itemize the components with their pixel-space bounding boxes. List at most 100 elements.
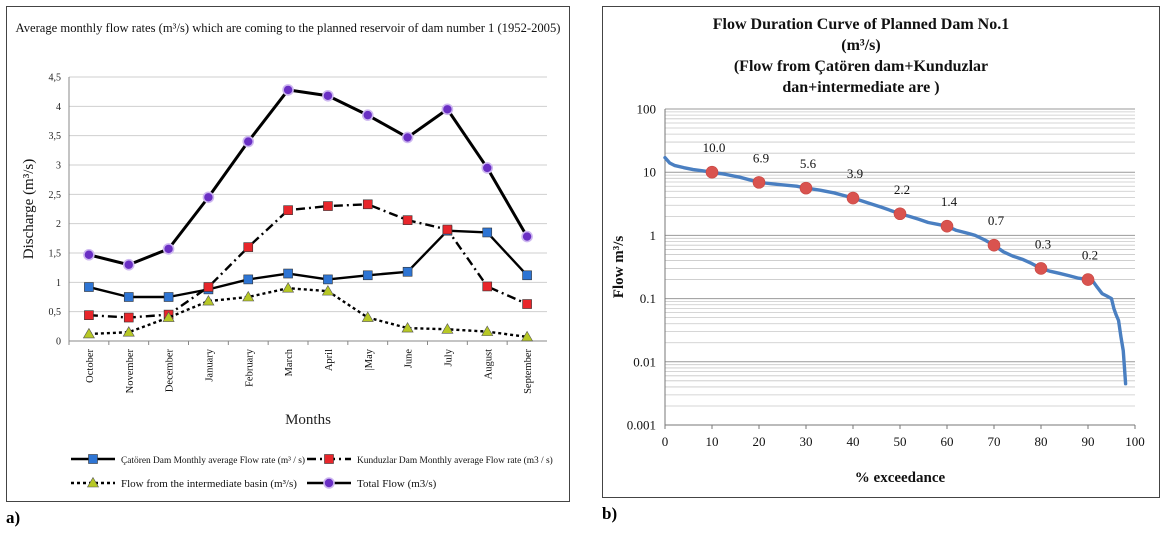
chart-b-xtick-label: 30 bbox=[800, 434, 813, 449]
chart-a-category-label: October bbox=[85, 349, 96, 383]
chart-b-ytick-label: 100 bbox=[637, 102, 657, 117]
chart-a-legend: Çatören Dam Monthly average Flow rate (m… bbox=[71, 454, 553, 490]
chart-b-data-point bbox=[752, 176, 766, 189]
chart-b-data-point bbox=[1081, 273, 1095, 286]
chart-b-title-line: Flow Duration Curve of Planned Dam No.1 bbox=[713, 16, 1009, 33]
chart-a-data-point bbox=[163, 292, 174, 302]
chart-b-data-label: 0.7 bbox=[988, 213, 1005, 228]
chart-a-ytick-label: 4,5 bbox=[49, 73, 62, 84]
chart-b-xlabel: % exceedance bbox=[855, 470, 946, 486]
chart-a-ylabel: Discharge (m³/s) bbox=[21, 159, 37, 259]
chart-a-category-label: July bbox=[443, 348, 454, 366]
chart-a-ytick-label: 0 bbox=[56, 337, 61, 348]
chart-a-data-point bbox=[481, 162, 494, 174]
chart-a-legend-label: Çatören Dam Monthly average Flow rate (m… bbox=[121, 455, 305, 466]
chart-a-ytick-label: 3 bbox=[56, 161, 61, 172]
chart-a-data-point bbox=[522, 299, 532, 309]
chart-b-data-point bbox=[940, 219, 954, 233]
chart-a-data-point bbox=[123, 312, 134, 323]
chart-a-category-label: June bbox=[404, 349, 415, 369]
chart-b-duration-curve bbox=[663, 155, 1128, 386]
chart-a-data-point bbox=[321, 285, 334, 296]
chart-a-legend-marker bbox=[86, 476, 100, 488]
chart-a-category-label: March bbox=[284, 348, 295, 376]
chart-a-data-point bbox=[242, 290, 255, 302]
chart-a-data-point bbox=[522, 270, 532, 281]
chart-a-category-label: November bbox=[125, 349, 136, 394]
chart-b-data-label: 6.9 bbox=[753, 150, 769, 165]
chart-b-data-point bbox=[893, 207, 907, 221]
chart-a-legend-label: Flow from the intermediate basin (m³/s) bbox=[121, 478, 297, 490]
chart-a-category-label: December bbox=[165, 348, 176, 392]
chart-a-ytick-label: 1 bbox=[56, 278, 61, 289]
chart-a-data-point bbox=[283, 205, 293, 215]
chart-b-ytick-label: 0.001 bbox=[627, 418, 656, 433]
chart-a-data-point bbox=[361, 311, 374, 322]
chart-a-data-point bbox=[482, 227, 493, 238]
chart-b-xtick-label: 60 bbox=[941, 434, 954, 449]
chart-a-series bbox=[82, 282, 534, 342]
chart-b-ytick-label: 10 bbox=[643, 165, 656, 180]
chart-a-legend-marker bbox=[324, 454, 334, 464]
chart-a-legend-marker bbox=[323, 477, 335, 489]
chart-a-panel: Average monthly flow rates (m³/s) which … bbox=[6, 6, 570, 502]
chart-a-data-point bbox=[122, 258, 135, 271]
chart-b-data-label: 0.2 bbox=[1082, 248, 1098, 263]
chart-a-data-point bbox=[282, 84, 294, 96]
chart-b-data-point bbox=[705, 165, 719, 179]
chart-a-data-point bbox=[123, 292, 134, 302]
chart-a-data-point bbox=[482, 281, 493, 292]
chart-a-xlabel: Months bbox=[285, 412, 331, 428]
chart-a-data-point bbox=[282, 282, 295, 293]
chart-a-data-point bbox=[401, 131, 414, 144]
chart-b-data-point bbox=[846, 191, 860, 205]
chart-a-category-label: August bbox=[483, 349, 494, 379]
chart-a-data-point bbox=[361, 109, 374, 121]
chart-a-series-line bbox=[88, 287, 528, 339]
chart-a-data-point bbox=[162, 243, 175, 255]
chart-b-data-label: 1.4 bbox=[941, 194, 958, 209]
chart-b-data-label: 5.6 bbox=[800, 156, 817, 171]
chart-a-data-point bbox=[323, 201, 333, 211]
chart-a-data-point bbox=[441, 323, 454, 334]
chart-b-data-label: 10.0 bbox=[703, 140, 726, 155]
chart-b-title-line: (m³/s) bbox=[841, 37, 880, 54]
chart-b-data-label: 3.9 bbox=[847, 166, 863, 181]
panel-label-a: a) bbox=[6, 508, 21, 527]
chart-b-title-line: dan+intermediate are ) bbox=[782, 79, 939, 96]
chart-a-data-point bbox=[402, 215, 413, 225]
chart-a-ytick-label: 1,5 bbox=[49, 249, 62, 260]
chart-a-data-point bbox=[83, 248, 95, 261]
chart-a-category-label: January bbox=[204, 348, 215, 381]
chart-a-data-point bbox=[203, 282, 214, 292]
chart-b-panel: Flow Duration Curve of Planned Dam No.1 (… bbox=[602, 6, 1160, 498]
chart-b-xtick-label: 70 bbox=[988, 434, 1001, 449]
chart-a-legend-label: Total Flow (m3/s) bbox=[357, 478, 437, 490]
chart-b-xtick-label: 10 bbox=[706, 434, 719, 449]
chart-a-data-point bbox=[402, 266, 413, 277]
chart-b-data-point bbox=[799, 181, 813, 195]
chart-b-xtick-label: 20 bbox=[753, 434, 766, 449]
chart-b-xtick-label: 50 bbox=[894, 434, 907, 449]
chart-a-ytick-label: 4 bbox=[56, 102, 61, 113]
chart-a-ytick-label: 2,5 bbox=[49, 190, 62, 201]
chart-a-data-point bbox=[362, 270, 373, 281]
chart-a-ytick-label: 0,5 bbox=[49, 307, 62, 318]
chart-b-data-point bbox=[987, 238, 1001, 252]
chart-a-category-label: September bbox=[523, 349, 534, 394]
chart-a-data-point bbox=[84, 310, 94, 320]
chart-b-data-label: 2.2 bbox=[894, 182, 910, 197]
chart-a-data-point bbox=[401, 321, 414, 333]
chart-a-series-line bbox=[88, 229, 528, 299]
chart-a-data-point bbox=[84, 282, 94, 292]
chart-a-series bbox=[84, 225, 532, 302]
chart-a-data-point bbox=[323, 274, 333, 285]
chart-b-ytick-label: 1 bbox=[650, 228, 657, 243]
chart-a-title: Average monthly flow rates (m³/s) which … bbox=[16, 21, 561, 35]
chart-a: Average monthly flow rates (m³/s) which … bbox=[16, 21, 561, 490]
chart-b-xtick-label: 0 bbox=[662, 434, 669, 449]
chart-b-xtick-label: 100 bbox=[1125, 434, 1145, 449]
chart-a-data-point bbox=[481, 325, 494, 336]
chart-a-data-point bbox=[521, 330, 534, 342]
chart-a-data-point bbox=[362, 199, 373, 210]
